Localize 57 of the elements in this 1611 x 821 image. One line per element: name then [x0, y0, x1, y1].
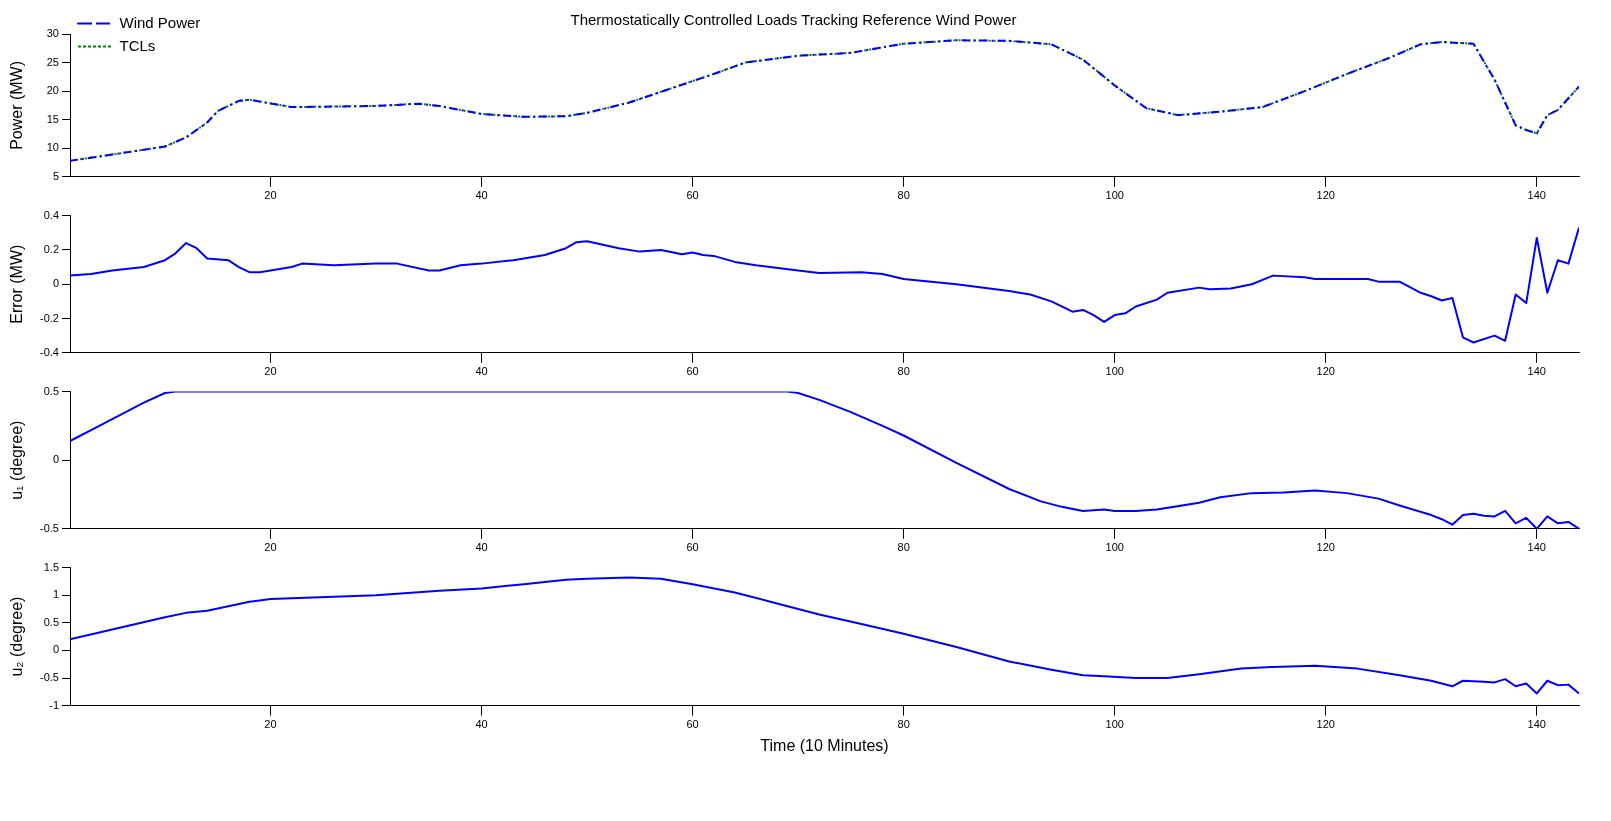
x-tick-label: 40 — [475, 541, 488, 554]
y-axis-title: u₂ (degree) — [8, 596, 26, 677]
x-tick-label: 80 — [897, 365, 910, 378]
y-tick-label: 25 — [46, 55, 59, 68]
x-tick-label: 140 — [1527, 541, 1546, 554]
x-tick-label: 20 — [264, 189, 277, 202]
x-tick-label: 80 — [897, 718, 910, 731]
x-tick-label: 40 — [475, 189, 488, 202]
x-axis-title: Time (10 Minutes) — [760, 736, 889, 754]
chart-title: Thermostatically Controlled Loads Tracking Reference Wind Power — [570, 11, 1017, 29]
x-tick-label: 60 — [686, 189, 699, 202]
y-tick-label: -0.4 — [40, 345, 59, 358]
x-tick-label: 120 — [1316, 365, 1335, 378]
x-tick-label: 60 — [686, 541, 699, 554]
line-series — [70, 39, 1579, 162]
x-tick-label: 120 — [1316, 189, 1335, 202]
x-tick-label: 100 — [1105, 365, 1124, 378]
legend-label: TCLs — [119, 36, 156, 54]
y-tick-label: -0.2 — [40, 311, 59, 324]
x-tick-label: 40 — [475, 718, 488, 731]
x-tick-label: 60 — [686, 365, 699, 378]
x-tick-label: 20 — [264, 541, 277, 554]
x-tick-label: 60 — [686, 718, 699, 731]
x-tick-label: 100 — [1105, 189, 1124, 202]
y-axis-title: Error (MW) — [8, 244, 26, 324]
legend-label: Wind Power — [119, 13, 201, 31]
x-tick-label: 80 — [897, 541, 910, 554]
y-tick-label: 1.5 — [43, 560, 59, 573]
x-tick-label: 80 — [897, 189, 910, 202]
x-tick-label: 20 — [264, 718, 277, 731]
y-tick-label: 0.5 — [43, 384, 59, 397]
y-tick-label: 0 — [52, 643, 59, 656]
y-tick-label: 20 — [46, 84, 59, 97]
y-tick-label: 10 — [46, 141, 59, 154]
y-tick-label: -1 — [49, 698, 59, 711]
x-tick-label: 120 — [1316, 718, 1335, 731]
y-tick-label: 1 — [52, 588, 59, 601]
y-tick-label: 15 — [46, 112, 59, 125]
x-tick-label: 120 — [1316, 541, 1335, 554]
x-tick-label: 20 — [264, 365, 277, 378]
y-tick-label: 30 — [46, 27, 59, 40]
y-tick-label: -0.5 — [40, 671, 59, 684]
y-tick-label: 0.5 — [43, 615, 59, 628]
x-tick-label: 140 — [1527, 718, 1546, 731]
x-tick-label: 40 — [475, 365, 488, 378]
y-axis-title: Power (MW) — [8, 60, 26, 150]
y-tick-label: 5 — [52, 169, 59, 182]
x-tick-label: 140 — [1527, 365, 1546, 378]
y-tick-label: -0.5 — [40, 521, 59, 534]
y-tick-label: 0 — [52, 453, 59, 466]
x-tick-label: 100 — [1105, 541, 1124, 554]
y-tick-label: 0.2 — [43, 242, 59, 255]
y-axis-title: u₁ (degree) — [8, 420, 26, 500]
y-tick-label: 0.4 — [43, 208, 59, 221]
x-tick-label: 100 — [1105, 718, 1124, 731]
x-tick-label: 140 — [1527, 189, 1546, 202]
y-tick-label: 0 — [52, 277, 59, 290]
